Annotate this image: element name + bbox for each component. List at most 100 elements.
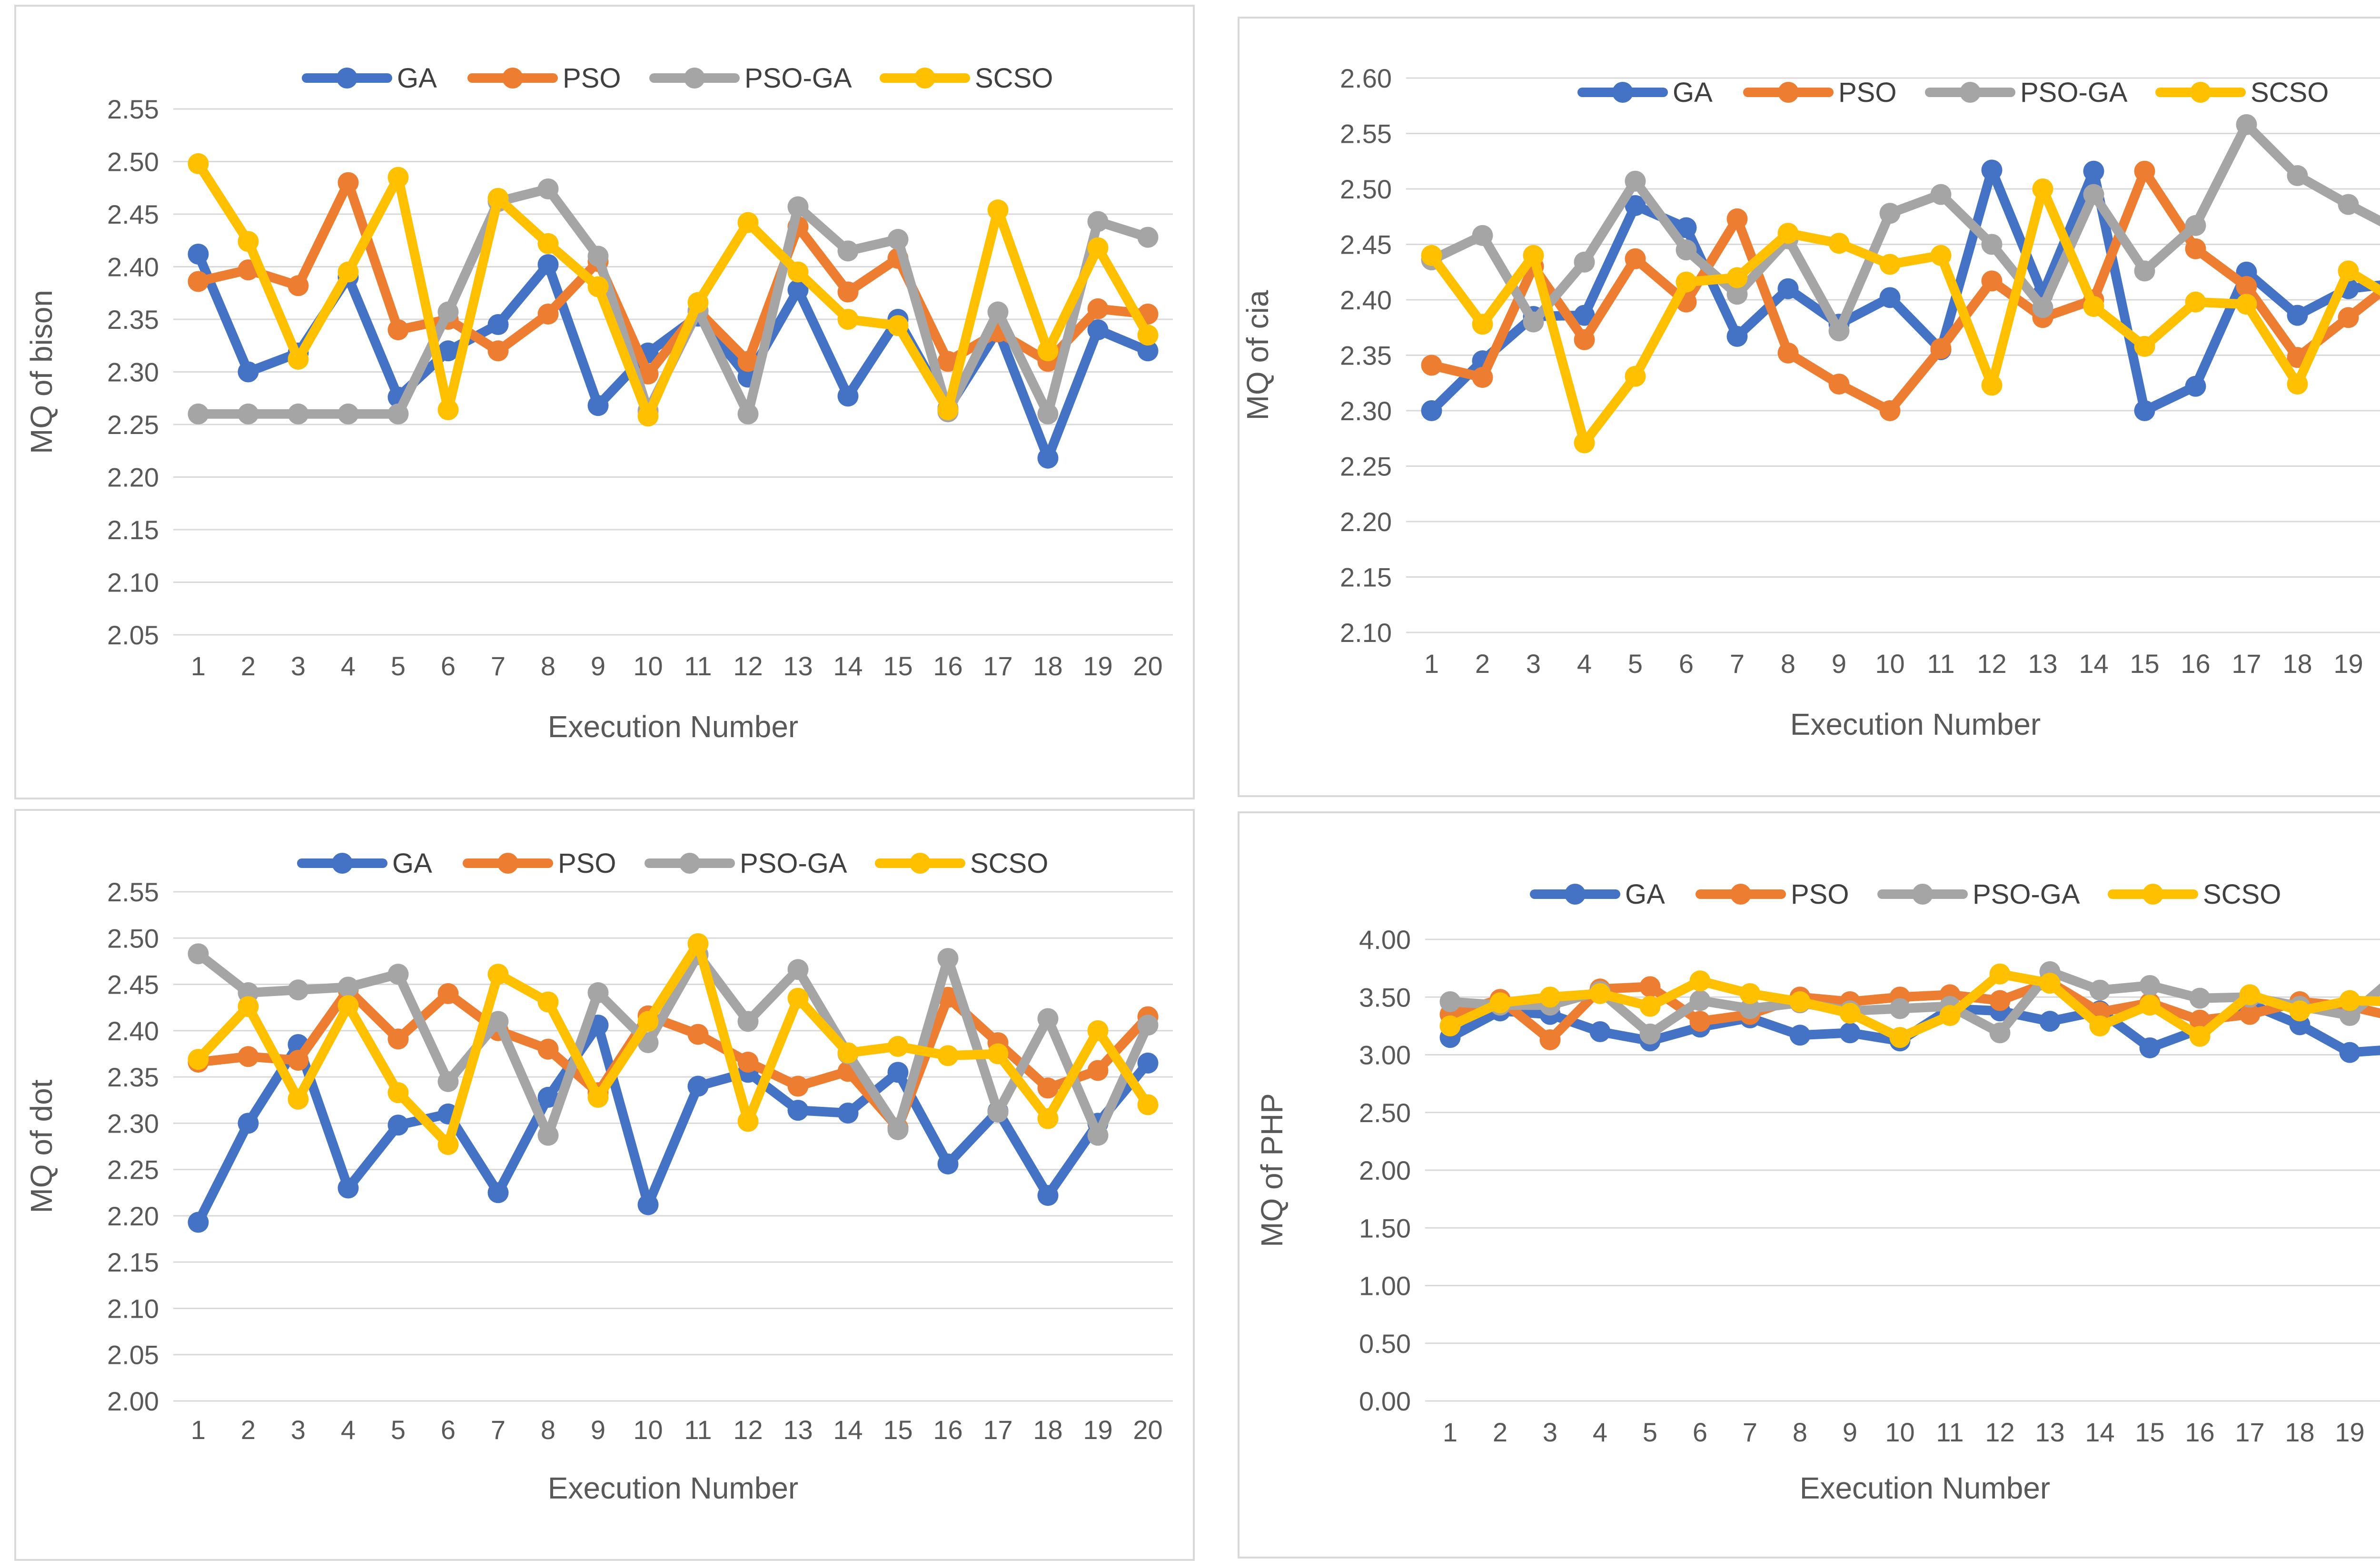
x-tick-label: 1 <box>1443 1417 1458 1447</box>
data-point-scso <box>1574 432 1595 454</box>
data-point-scso <box>1087 1020 1109 1041</box>
data-point-ga <box>1589 1021 1611 1042</box>
y-tick-label: 2.20 <box>1340 507 1392 537</box>
y-tick-label: 2.15 <box>107 515 159 545</box>
legend-marker-scso <box>2142 884 2163 905</box>
chart-dot: 2.00 2.05 2.10 2.15 2.20 2.25 2.30 2.35 2.40 2.45… <box>24 848 1173 1505</box>
x-tick-label: 8 <box>1781 649 1795 679</box>
data-point-scso <box>288 1088 309 1110</box>
legend-marker-pso-ga <box>684 68 705 89</box>
data-point-scso <box>2083 296 2104 317</box>
y-tick-label: 0.00 <box>1359 1386 1411 1416</box>
data-point-scso <box>288 348 309 370</box>
y-tick-label: 2.05 <box>107 1340 159 1370</box>
y-tick-label: 1.00 <box>1359 1271 1411 1301</box>
chart-cia: 2.10 2.15 2.20 2.25 2.30 2.35 2.40 2.45 2.50 2.55… <box>1240 63 2380 741</box>
data-point-scso <box>2134 335 2155 357</box>
data-point-scso <box>787 261 809 283</box>
y-tick-label: 2.25 <box>107 1155 159 1185</box>
data-point-ga <box>387 1114 409 1136</box>
data-point-pso-ga <box>937 948 959 969</box>
data-point-pso <box>1087 298 1109 319</box>
data-point-scso <box>2039 973 2061 994</box>
data-point-ga <box>537 1086 559 1108</box>
data-point-scso <box>637 1011 659 1032</box>
x-tick-label: 6 <box>441 651 456 681</box>
data-point-pso <box>437 983 459 1004</box>
legend-marker-pso <box>502 68 523 89</box>
x-tick-label: 2 <box>241 1415 256 1445</box>
y-axis-title: MQ of bison <box>24 290 59 454</box>
data-point-pso <box>1828 374 1850 395</box>
data-point-ga <box>2039 1011 2061 1032</box>
data-point-pso <box>387 319 409 341</box>
y-tick-label: 2.05 <box>107 620 159 650</box>
data-point-pso <box>288 1050 309 1071</box>
data-point-ga <box>787 279 809 301</box>
legend-label-scso: SCSO <box>975 63 1053 94</box>
x-tick-label: 15 <box>883 1415 912 1445</box>
data-point-pso-ga <box>1639 1023 1661 1045</box>
data-point-scso <box>1589 983 1611 1004</box>
y-tick-label: 2.25 <box>107 410 159 440</box>
x-tick-label: 5 <box>1643 1417 1657 1447</box>
data-point-pso <box>537 1038 559 1060</box>
y-tick-label: 1.50 <box>1359 1213 1411 1243</box>
data-point-scso <box>2185 291 2206 313</box>
data-point-pso-ga <box>1037 1008 1059 1029</box>
data-point-pso <box>2239 1004 2261 1025</box>
data-point-pso-ga <box>1981 234 2003 255</box>
x-tick-label: 5 <box>1628 649 1643 679</box>
data-point-pso-ga <box>1137 1015 1159 1036</box>
y-tick-label: 2.55 <box>107 94 159 124</box>
data-point-ga <box>1726 325 1748 347</box>
data-point-scso <box>1739 983 1761 1004</box>
y-tick-label: 2.40 <box>1340 285 1392 315</box>
legend-label-ga: GA <box>1673 77 1713 108</box>
data-point-ga <box>687 1075 709 1097</box>
data-point-ga <box>2134 400 2155 421</box>
data-point-scso <box>987 1043 1009 1065</box>
data-point-pso-ga <box>437 301 459 323</box>
series-line-pso-ga <box>1427 119 2380 336</box>
data-point-pso-ga <box>2236 114 2257 135</box>
y-tick-label: 2.00 <box>107 1386 159 1416</box>
data-point-pso-ga <box>1828 320 1850 342</box>
data-point-ga <box>587 395 609 416</box>
x-tick-label: 17 <box>983 651 1012 681</box>
y-axis-title: MQ of PHP <box>1255 1093 1289 1247</box>
data-point-scso <box>737 1111 759 1132</box>
x-tick-label: 16 <box>933 1415 962 1445</box>
y-tick-label: 2.45 <box>1340 230 1392 260</box>
x-tick-label: 5 <box>391 651 406 681</box>
data-point-scso <box>1828 233 1850 254</box>
x-tick-label: 6 <box>1693 1417 1707 1447</box>
x-tick-label: 7 <box>491 651 506 681</box>
data-point-scso <box>887 1035 909 1057</box>
x-axis-title: Execution Number <box>1790 707 2041 741</box>
data-point-pso-ga <box>2134 260 2155 282</box>
data-point-scso <box>987 199 1009 221</box>
data-point-scso <box>238 996 259 1017</box>
data-point-scso <box>1689 970 1711 992</box>
data-point-pso-ga <box>587 982 609 1004</box>
data-point-ga <box>837 385 859 407</box>
data-point-pso-ga <box>987 1102 1009 1123</box>
data-point-ga <box>188 243 209 265</box>
data-point-scso <box>587 276 609 297</box>
y-tick-label: 2.50 <box>1340 174 1392 204</box>
y-tick-label: 2.60 <box>1340 63 1392 93</box>
data-point-scso <box>1472 314 1493 335</box>
x-tick-label: 20 <box>1133 651 1162 681</box>
data-point-scso <box>687 933 709 954</box>
data-point-ga <box>1087 319 1109 341</box>
legend-label-ga: GA <box>397 63 437 94</box>
y-tick-label: 2.00 <box>1359 1155 1411 1185</box>
data-point-scso <box>2287 374 2308 395</box>
data-point-ga <box>1137 340 1159 362</box>
data-point-ga <box>2339 1042 2360 1063</box>
y-tick-label: 2.35 <box>107 1062 159 1092</box>
data-point-pso <box>537 303 559 325</box>
data-point-pso-ga <box>188 403 209 424</box>
data-point-scso <box>2032 178 2053 199</box>
